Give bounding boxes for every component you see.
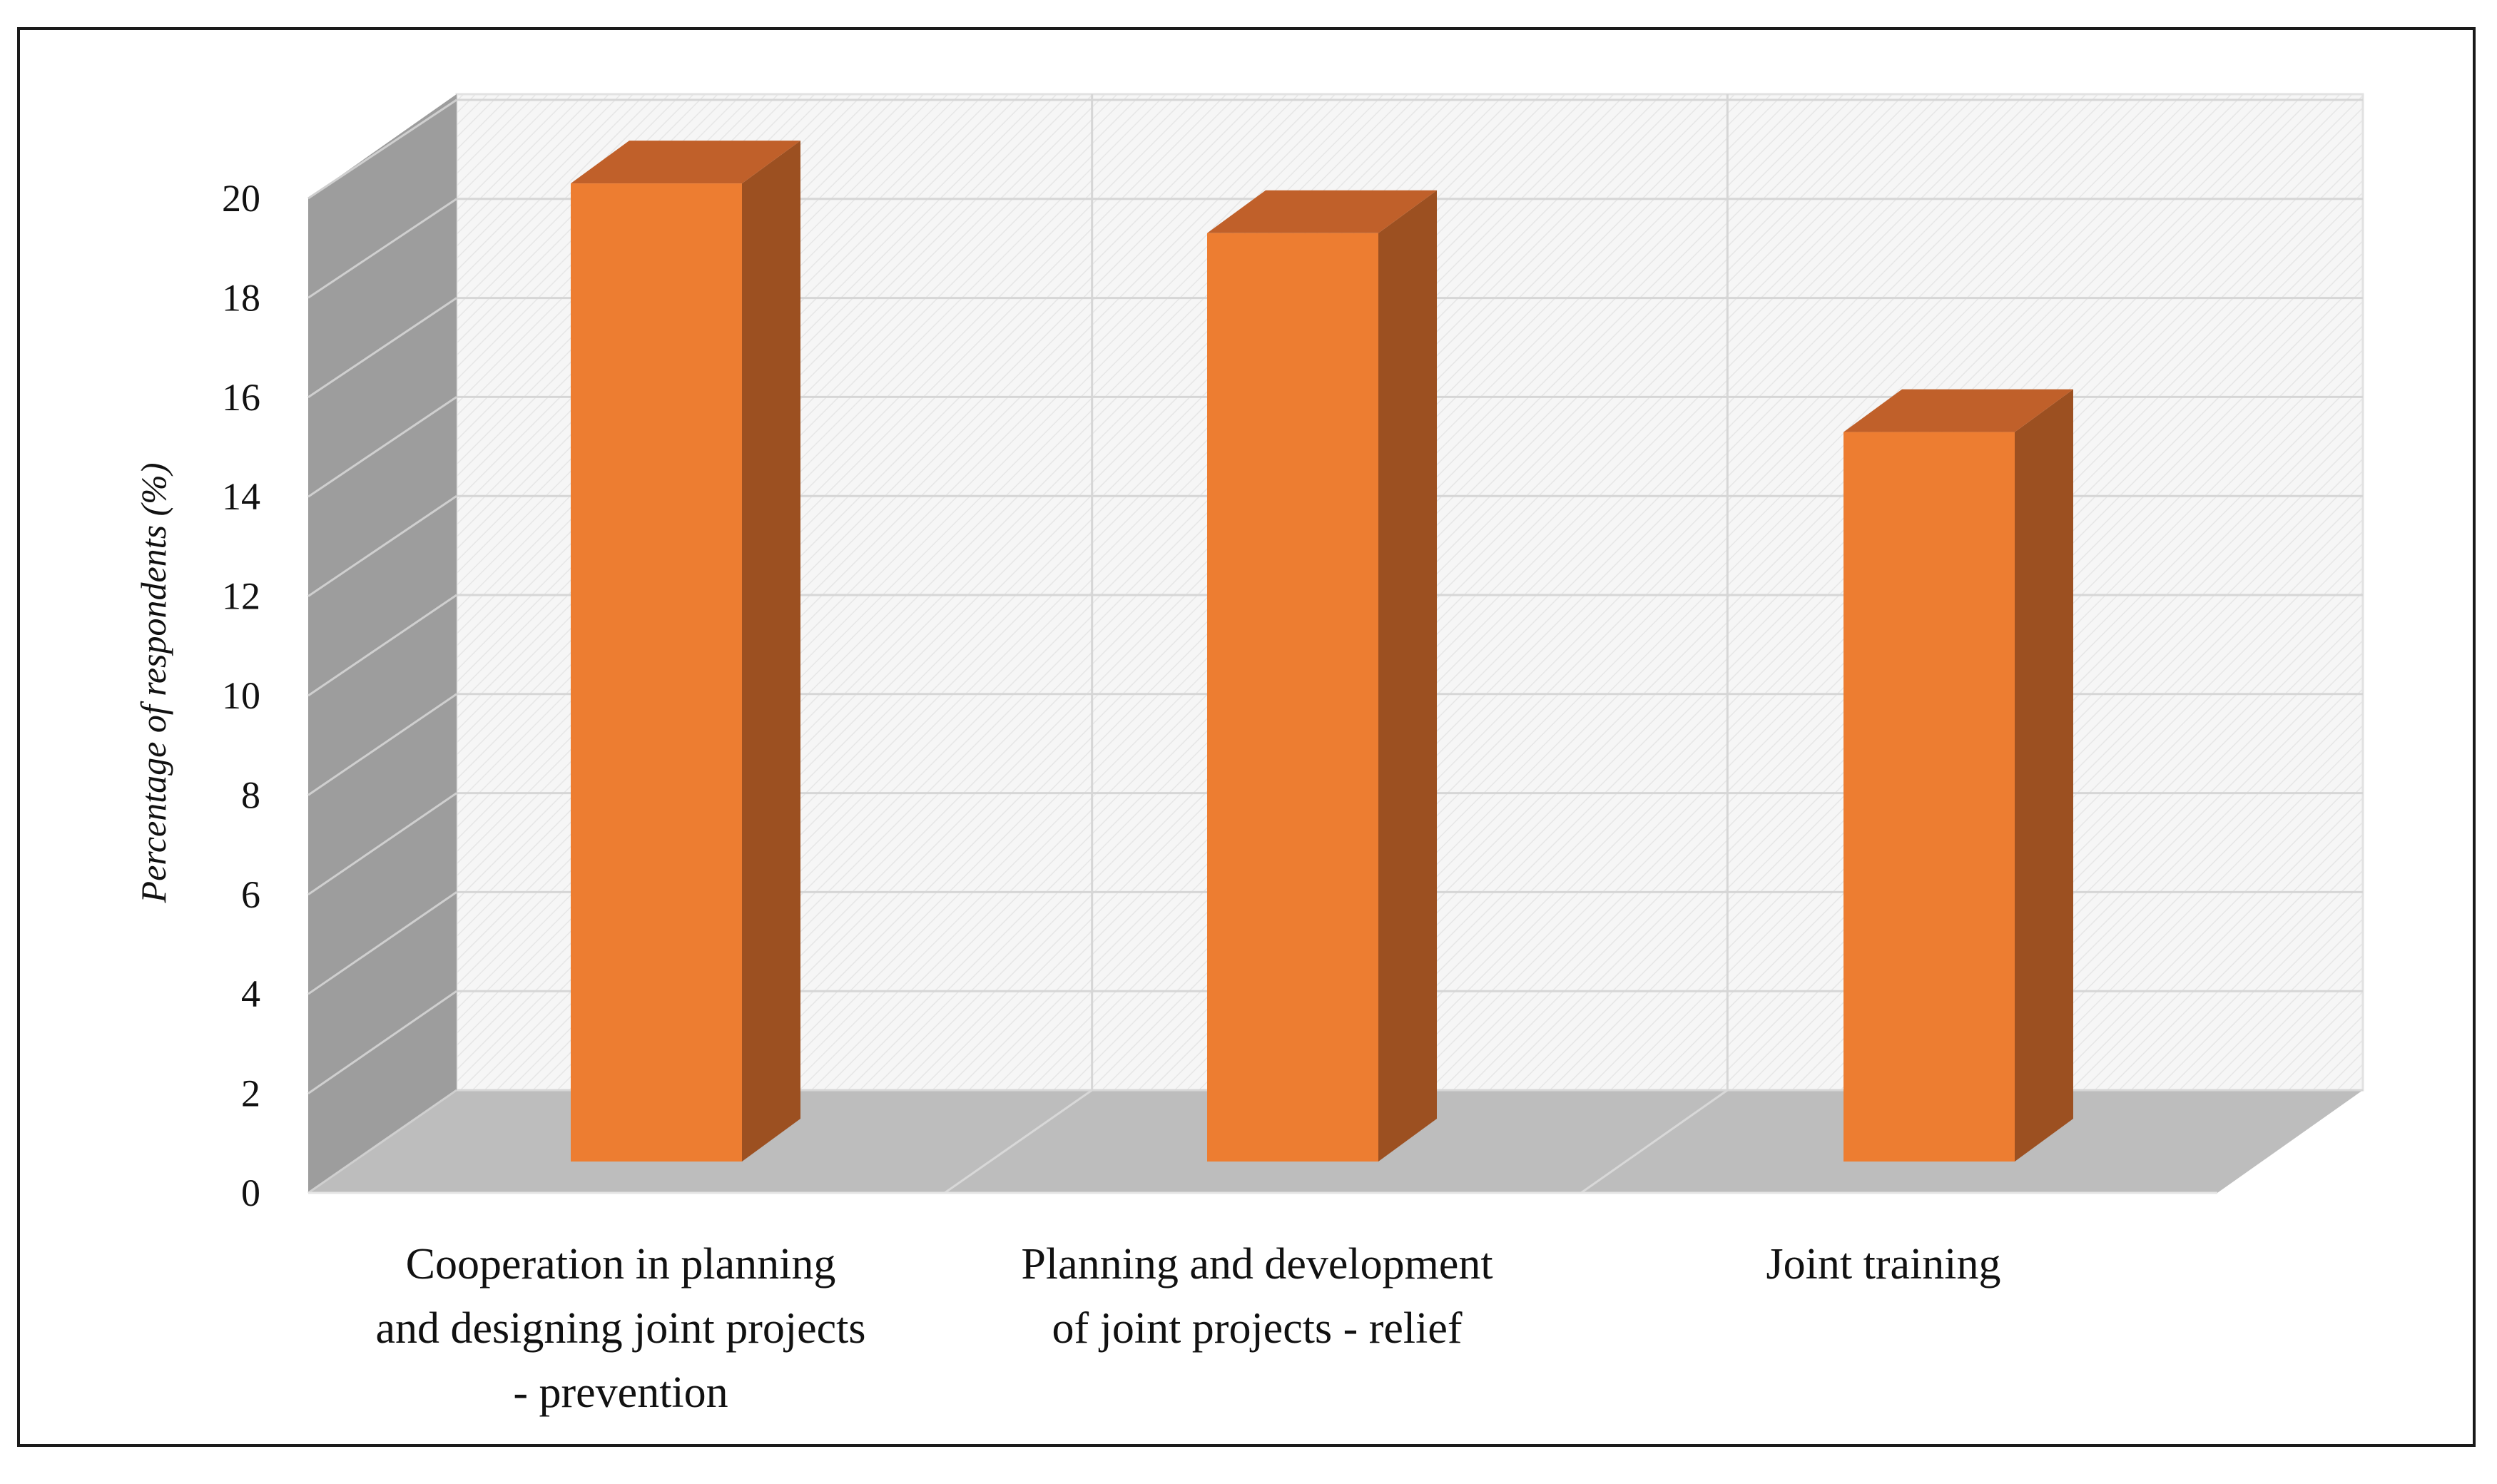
y-tick-label: 14 xyxy=(222,475,260,518)
gridline-side xyxy=(307,297,457,399)
chart-frame xyxy=(17,27,2476,1447)
y-tick-label: 2 xyxy=(241,1072,260,1115)
y-tick-label: 18 xyxy=(222,276,260,319)
y-tick-label: 12 xyxy=(222,575,260,618)
x-category-label: Planning and development of joint project… xyxy=(1021,1240,1492,1353)
bar-top xyxy=(571,141,800,184)
gridline-side xyxy=(307,594,457,697)
x-tick-label: Cooperation in planning xyxy=(406,1240,836,1289)
y-tick-label: 10 xyxy=(222,674,260,717)
bar-side xyxy=(1378,190,1437,1162)
x-tick-label: and designing joint projects xyxy=(375,1304,865,1353)
bars xyxy=(571,141,2073,1162)
x-category-label: Cooperation in planning and designing joi… xyxy=(375,1240,865,1417)
gridline-side xyxy=(307,693,457,796)
gridline-side xyxy=(307,98,457,200)
y-tick-label: 8 xyxy=(241,773,260,816)
bar-top xyxy=(1843,389,2073,432)
bar xyxy=(1207,233,1378,1162)
y-tick-label: 16 xyxy=(222,376,260,419)
x-tick-label: Planning and development xyxy=(1021,1240,1492,1289)
gridline-floor xyxy=(1580,1089,1729,1194)
x-category-label: Joint training xyxy=(1766,1240,2001,1289)
gridline-side xyxy=(307,792,457,896)
y-tick-label: 20 xyxy=(222,177,260,220)
bar-side xyxy=(742,141,800,1162)
bar-side xyxy=(2015,389,2073,1162)
y-tick-label: 4 xyxy=(241,972,260,1015)
side-wall xyxy=(308,94,457,1193)
x-tick-label: Joint training xyxy=(1766,1240,2001,1289)
gridline-side xyxy=(307,494,457,597)
gridline-floor xyxy=(944,1089,1093,1194)
bar xyxy=(571,183,742,1162)
y-tick-label: 0 xyxy=(241,1172,260,1214)
x-tick-label: - prevention xyxy=(513,1368,728,1417)
bar xyxy=(1843,432,2015,1162)
y-axis-ticks: 0 2 4 6 8 10 12 14 16 18 20 xyxy=(222,177,260,1214)
gridline-side xyxy=(307,198,457,299)
gridline-side xyxy=(307,1089,457,1194)
gridline-side xyxy=(307,990,457,1094)
y-axis-title: Percentage of respondents (%) xyxy=(133,463,173,904)
bar-top xyxy=(1207,190,1437,233)
y-tick-label: 6 xyxy=(241,873,260,916)
gridline-side xyxy=(307,396,457,498)
gridline-side xyxy=(307,891,457,995)
x-axis-labels: Cooperation in planning and designing joi… xyxy=(375,1240,2000,1417)
x-tick-label: of joint projects - relief xyxy=(1052,1304,1462,1353)
